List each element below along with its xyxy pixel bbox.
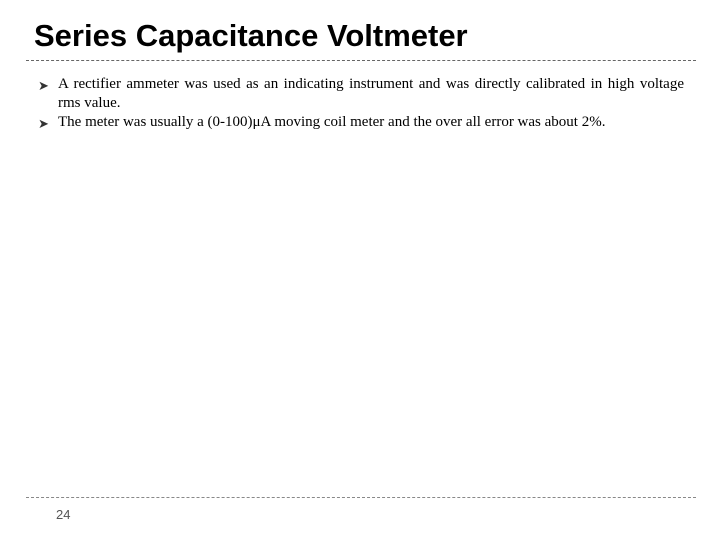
- slide-title: Series Capacitance Voltmeter: [34, 18, 692, 54]
- content-area: ➤ A rectifier ammeter was used as an ind…: [34, 73, 692, 134]
- bullet-text: The meter was usually a (0-100)μA moving…: [58, 113, 686, 132]
- bullet-item: ➤ The meter was usually a (0-100)μA movi…: [36, 113, 686, 134]
- page-number: 24: [56, 507, 70, 522]
- bullet-marker-icon: ➤: [36, 113, 58, 134]
- bullet-item: ➤ A rectifier ammeter was used as an ind…: [36, 75, 686, 113]
- bullet-marker-icon: ➤: [36, 75, 58, 96]
- bullet-text: A rectifier ammeter was used as an indic…: [58, 75, 686, 113]
- footer-divider: [26, 497, 696, 498]
- title-divider: [26, 60, 696, 61]
- slide-container: Series Capacitance Voltmeter ➤ A rectifi…: [0, 0, 720, 540]
